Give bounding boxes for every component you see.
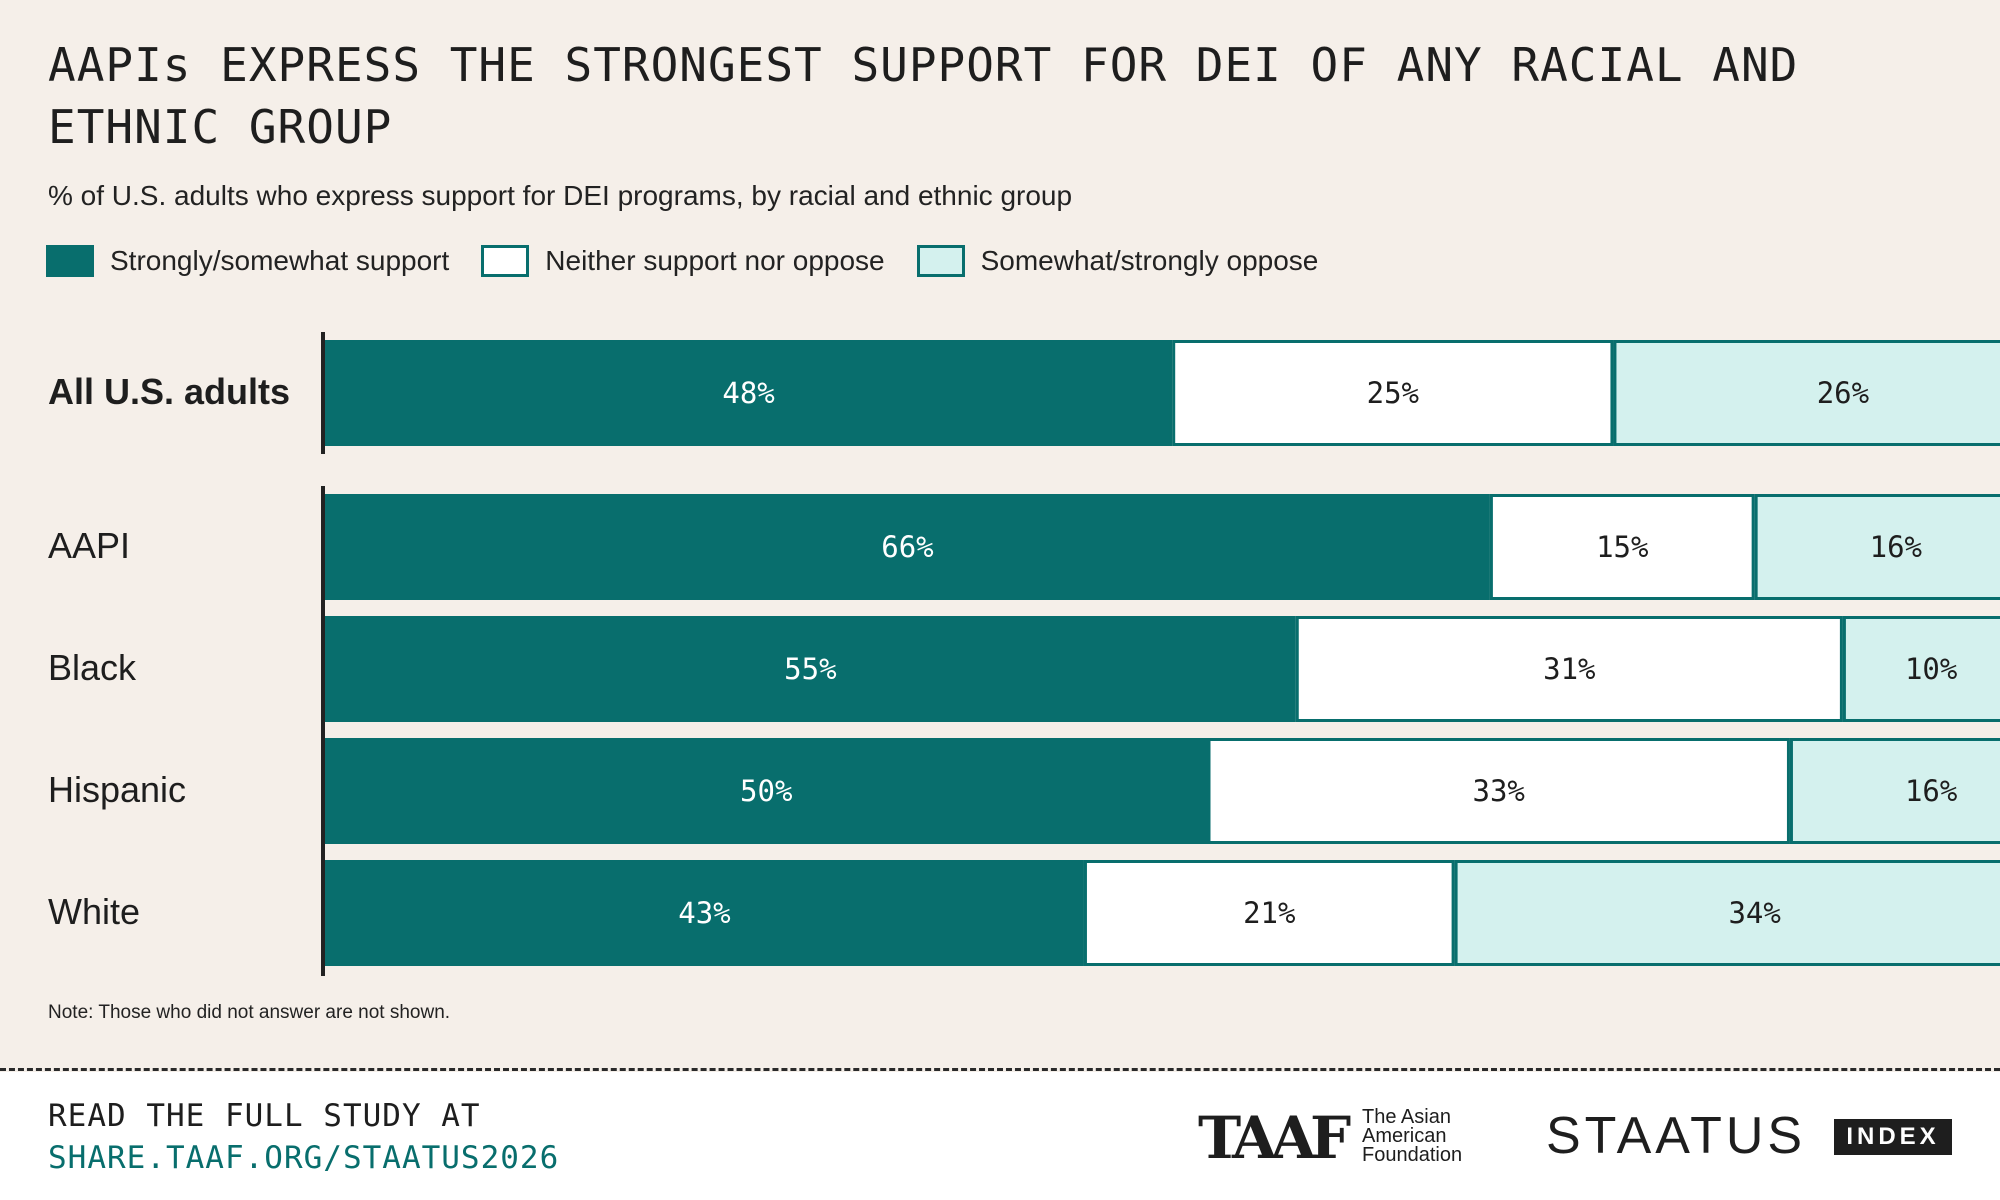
bar-black-somewhat-strongly-oppose <box>1842 616 2000 722</box>
staatus-logo: STAATUS <box>1546 1107 1807 1165</box>
bar-black-neither-support-nor-oppose <box>1295 616 1843 722</box>
legend: Strongly/somewhat support Neither suppor… <box>46 245 1350 277</box>
bar-aapi-neither-support-nor-oppose <box>1489 494 1755 600</box>
category-label-black: Black <box>48 647 137 688</box>
data-label-aapi-strongly-somewhat-support: 66% <box>881 530 933 564</box>
chart-subtitle: % of U.S. adults who express support for… <box>48 180 1073 211</box>
data-label-aapi-neither-support-nor-oppose: 15% <box>1596 530 1648 564</box>
legend-item-support: Strongly/somewhat support <box>46 245 449 277</box>
index-badge: INDEX <box>1834 1119 1952 1155</box>
legend-label-support: Strongly/somewhat support <box>110 245 450 276</box>
data-label-white-somewhat-strongly-oppose: 34% <box>1728 896 1780 930</box>
stacked-bar-chart: All U.S. adults 48% 25% 26% AAPI 66% 15% 16% Bla… <box>48 332 2000 976</box>
data-label-hispanic-neither-support-nor-oppose: 33% <box>1473 774 1525 808</box>
data-label-aapi-somewhat-strongly-oppose: 16% <box>1870 530 1922 564</box>
bar-hispanic-somewhat-strongly-oppose <box>1789 738 2000 844</box>
legend-swatch-support <box>46 245 94 277</box>
bar-hispanic-neither-support-nor-oppose <box>1207 738 1790 844</box>
data-label-all-u-s-adults-somewhat-strongly-oppose: 26% <box>1817 376 1869 410</box>
legend-swatch-neither <box>481 245 530 277</box>
bar-white-somewhat-strongly-oppose <box>1454 860 2000 966</box>
chart-title: AAPIs EXPRESS THE STRONGEST SUPPORT FOR … <box>48 38 1799 154</box>
legend-label-oppose: Somewhat/strongly oppose <box>980 245 1319 276</box>
bar-all-u-s-adults-neither-support-nor-oppose <box>1172 340 1614 446</box>
bar-white-neither-support-nor-oppose <box>1083 860 1455 966</box>
legend-swatch-oppose <box>916 245 965 277</box>
footer-study-link[interactable]: SHARE.TAAF.ORG/STAATUS2026 <box>48 1140 560 1176</box>
legend-item-neither: Neither support nor oppose <box>481 245 885 277</box>
data-label-hispanic-somewhat-strongly-oppose: 16% <box>1905 774 1957 808</box>
data-label-all-u-s-adults-neither-support-nor-oppose: 25% <box>1367 376 1419 410</box>
legend-item-oppose: Somewhat/strongly oppose <box>916 245 1319 277</box>
bar-all-u-s-adults-strongly-somewhat-support <box>325 340 1173 446</box>
footer-divider <box>0 1068 2000 1071</box>
category-label-all-u-s-adults: All U.S. adults <box>48 371 290 412</box>
data-label-all-u-s-adults-strongly-somewhat-support: 48% <box>722 376 774 410</box>
footer-cta-text: READ THE FULL STUDY AT <box>48 1098 481 1134</box>
bar-all-u-s-adults-somewhat-strongly-oppose <box>1613 340 2000 446</box>
category-label-aapi: AAPI <box>48 525 130 566</box>
bar-aapi-somewhat-strongly-oppose <box>1754 494 2000 600</box>
data-label-white-neither-support-nor-oppose: 21% <box>1243 896 1295 930</box>
category-label-hispanic: Hispanic <box>48 769 186 810</box>
data-label-black-strongly-somewhat-support: 55% <box>784 652 836 686</box>
taaf-logo: TAAF <box>1198 1104 1351 1172</box>
data-label-hispanic-strongly-somewhat-support: 50% <box>740 774 792 808</box>
bar-black-strongly-somewhat-support <box>325 616 1296 722</box>
legend-label-neither: Neither support nor oppose <box>545 245 885 276</box>
bar-aapi-strongly-somewhat-support <box>325 494 1490 600</box>
taaf-name: The Asian American Foundation <box>1362 1106 1463 1166</box>
data-label-black-somewhat-strongly-oppose: 10% <box>1905 652 1957 686</box>
data-label-white-strongly-somewhat-support: 43% <box>678 896 730 930</box>
chart-note: Note: Those who did not answer are not s… <box>48 1002 451 1023</box>
bar-white-strongly-somewhat-support <box>325 860 1084 966</box>
bar-hispanic-strongly-somewhat-support <box>325 738 1208 844</box>
data-label-black-neither-support-nor-oppose: 31% <box>1543 652 1595 686</box>
footer <box>0 1072 2000 1200</box>
category-label-white: White <box>48 891 140 932</box>
